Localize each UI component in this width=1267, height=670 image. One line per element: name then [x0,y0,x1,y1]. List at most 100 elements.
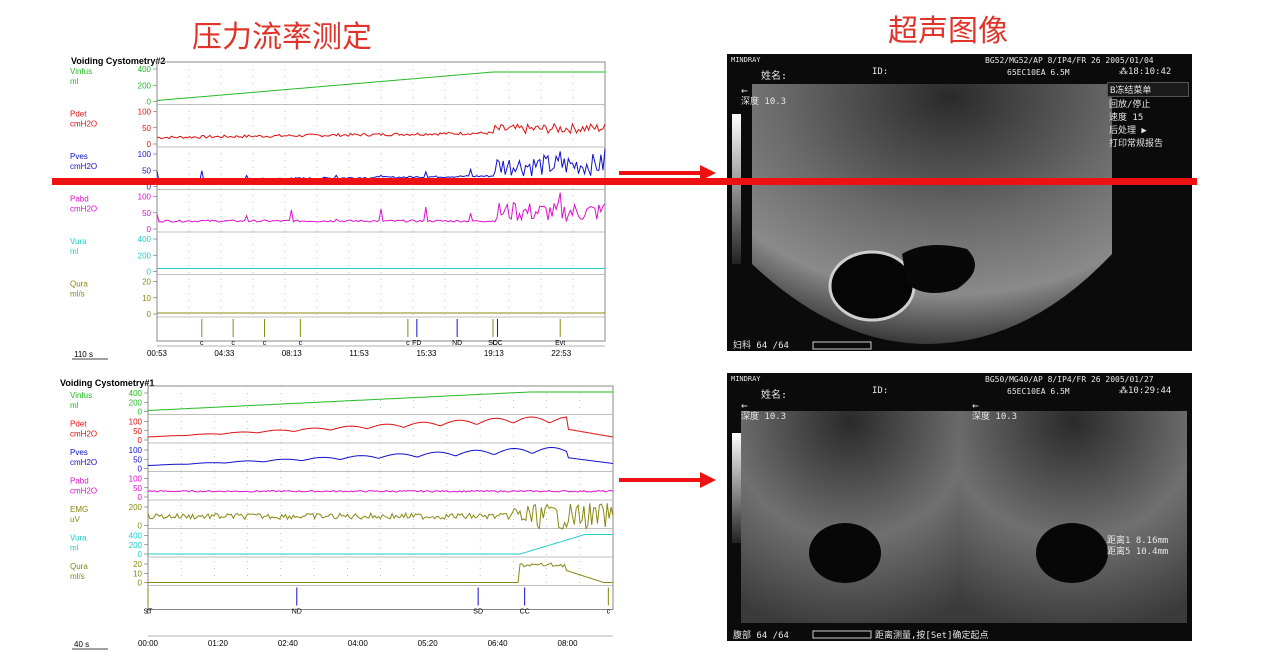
menu-item-print-report[interactable]: 打印常规报告 [1109,139,1164,149]
time-tick-label: 01:20 [208,639,229,648]
event-label: c [406,340,410,347]
time-tick-label: 22:53 [551,349,572,358]
channel-name-vinfus: Vinfus [70,391,92,400]
header-line-1: BG50/MG40/AP 8/IP4/FR 26 2005/01/27 [985,375,1154,384]
channel-name-pves: Pves [70,152,88,161]
channel-tick-label: 200 [138,81,152,90]
dark-region [902,245,975,293]
scan-right [959,411,1187,623]
channel-tick-label: 0 [138,465,143,474]
ultrasound-1-scan [732,84,1112,350]
channel-tick-label: 0 [138,493,143,502]
channel-name-vura: Vura [70,237,87,246]
channel-unit-emg: uV [70,515,80,524]
brand-logo: MINDRAY [731,56,761,64]
channel-name-qura: Qura [70,562,88,571]
pressure-flow-title: 压力流率测定 [192,20,372,55]
event-label: c [299,340,303,347]
channel-name-pabd: Pabd [70,477,89,486]
channel-name-qura: Qura [70,280,88,289]
channel-name-pdet: Pdet [70,110,87,119]
freeze-menu: B冻结菜单 回放/停止 速度 15 后处理 ▶ 打印常规报告 [1107,82,1189,149]
channel-tick-label: 50 [133,455,142,464]
channel-tick-label: 50 [133,484,142,493]
channel-tick-label: 0 [147,140,152,149]
bladder-left [809,523,881,583]
ultrasound-title: 超声图像 [888,14,1008,49]
channel-name-pves: Pves [70,448,88,457]
channel-tick-label: 0 [138,579,143,588]
time-tick-label: 08:00 [558,639,579,648]
channel-unit-pves: cmH2O [70,458,97,467]
channel-unit-qura: ml/s [70,572,85,581]
event-label: FD [412,340,421,347]
channel-tick-label: 0 [147,183,152,192]
clock: ⁂10:29:44 [1119,386,1172,396]
grayscale-bar [732,114,741,264]
voiding-cystometry-1-chart: Voiding Cystometry#1 Vinfus ml 400 200 0 Pdet… [60,374,620,656]
depth-readout: 深度 10.3 [741,97,787,107]
left-arrow-icon: ← [741,399,748,412]
footer-progress-box [812,341,872,350]
channel-unit-qura: ml/s [70,290,85,299]
arrow-top [619,165,716,181]
channel-tick-label: 100 [129,475,143,484]
trace-pves [147,447,614,466]
menu-item-freeze[interactable]: B冻结菜单 [1107,82,1189,97]
measure-distance-1: 距离1 8.16mm [1107,536,1169,546]
brand-logo: MINDRAY [731,375,761,383]
patient-id-label: ID: [872,386,889,396]
header-line-2: 65EC10EA 6.5M [1007,68,1070,77]
channel-tick-label: 200 [129,398,143,407]
time-tick-label: 02:40 [278,639,299,648]
channel-unit-pves: cmH2O [70,162,97,171]
event-label: Evt [555,340,565,347]
channel-tick-label: 50 [142,209,151,218]
channel-tick-label: 0 [138,550,143,559]
footer-progress-box [812,630,872,639]
time-scale-label: 110 s [74,350,93,359]
menu-item-postprocess[interactable]: 后处理 ▶ [1109,126,1147,136]
header-line-2: 65EC10EA 6.5M [1007,387,1070,396]
voiding-cystometry-2-chart: Voiding Cystometry#2 Vinfus ml 400 200 0 Pdet… [60,52,620,362]
bladder-right [1036,523,1108,583]
depth-readout-right: 深度 10.3 [972,412,1018,422]
channel-tick-label: 20 [133,560,142,569]
footer-hint: 距离测量,按[Set]确定起点 [875,631,989,641]
clock-time: 18:10:42 [1128,67,1172,77]
channel-tick-label: 100 [138,193,152,202]
scan-left [741,411,959,623]
channel-name-vura: Vura [70,534,87,543]
channel-unit-pdet: cmH2O [70,120,97,129]
time-tick-label: 08:13 [282,349,303,358]
time-tick-label: 15:33 [416,349,437,358]
time-tick-label: 04:33 [214,349,235,358]
trace-pabd [156,192,606,223]
channel-tick-label: 0 [147,98,152,107]
channel-tick-label: 0 [147,310,152,319]
patient-name-label: 姓名: [761,390,788,401]
channel-tick-label: 400 [129,389,143,398]
menu-item-speed[interactable]: 速度 15 [1109,113,1144,123]
red-horizontal-line [52,178,1197,185]
menu-item-playback[interactable]: 回放/停止 [1109,100,1151,110]
measure-distance-5: 距离5 10.4mm [1107,547,1169,557]
channel-tick-label: 50 [142,124,151,133]
trace-emg [147,503,614,531]
ultrasound-image-1: MINDRAY 姓名: ID: BG52/MG52/AP 8/IP4/FR 26… [727,54,1192,351]
channel-tick-label: 0 [147,268,152,277]
channel-tick-label: 0 [147,225,152,234]
channel-unit-vura: ml [70,544,79,553]
event-label: c [607,609,611,616]
channel-tick-label: 100 [138,108,152,117]
time-tick-label: 11:53 [349,349,369,358]
footer-label: 腹部 64 /64 [733,631,789,641]
time-scale-label: 40 s [74,640,89,649]
event-label: ST [144,609,154,616]
event-label: c [263,340,267,347]
channel-tick-label: 400 [138,235,152,244]
time-tick-label: 00:00 [138,639,159,648]
time-tick-label: 19:13 [484,349,505,358]
arrow-bottom [619,472,716,488]
time-tick-label: 05:20 [418,639,439,648]
